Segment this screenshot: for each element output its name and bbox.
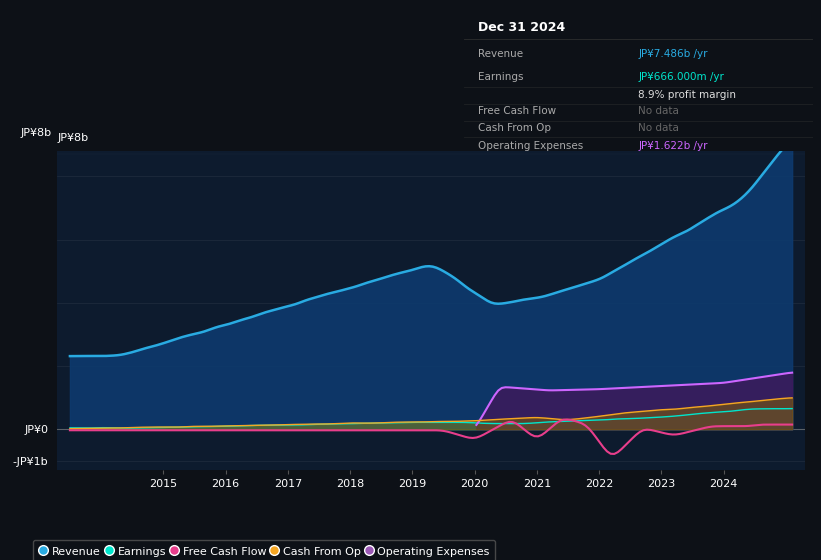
Text: Revenue: Revenue <box>478 49 523 59</box>
Text: JP¥7.486b /yr: JP¥7.486b /yr <box>639 49 708 59</box>
Text: No data: No data <box>639 106 679 116</box>
Text: No data: No data <box>639 123 679 133</box>
Text: JP¥8b: JP¥8b <box>21 128 51 138</box>
Text: Dec 31 2024: Dec 31 2024 <box>478 21 565 34</box>
Text: Operating Expenses: Operating Expenses <box>478 141 583 151</box>
Text: 8.9% profit margin: 8.9% profit margin <box>639 90 736 100</box>
Text: Free Cash Flow: Free Cash Flow <box>478 106 556 116</box>
Text: JP¥1.622b /yr: JP¥1.622b /yr <box>639 141 708 151</box>
Text: JP¥666.000m /yr: JP¥666.000m /yr <box>639 72 724 82</box>
Text: Cash From Op: Cash From Op <box>478 123 551 133</box>
Text: JP¥8b: JP¥8b <box>57 133 89 143</box>
Text: Earnings: Earnings <box>478 72 523 82</box>
Legend: Revenue, Earnings, Free Cash Flow, Cash From Op, Operating Expenses: Revenue, Earnings, Free Cash Flow, Cash … <box>33 540 495 560</box>
